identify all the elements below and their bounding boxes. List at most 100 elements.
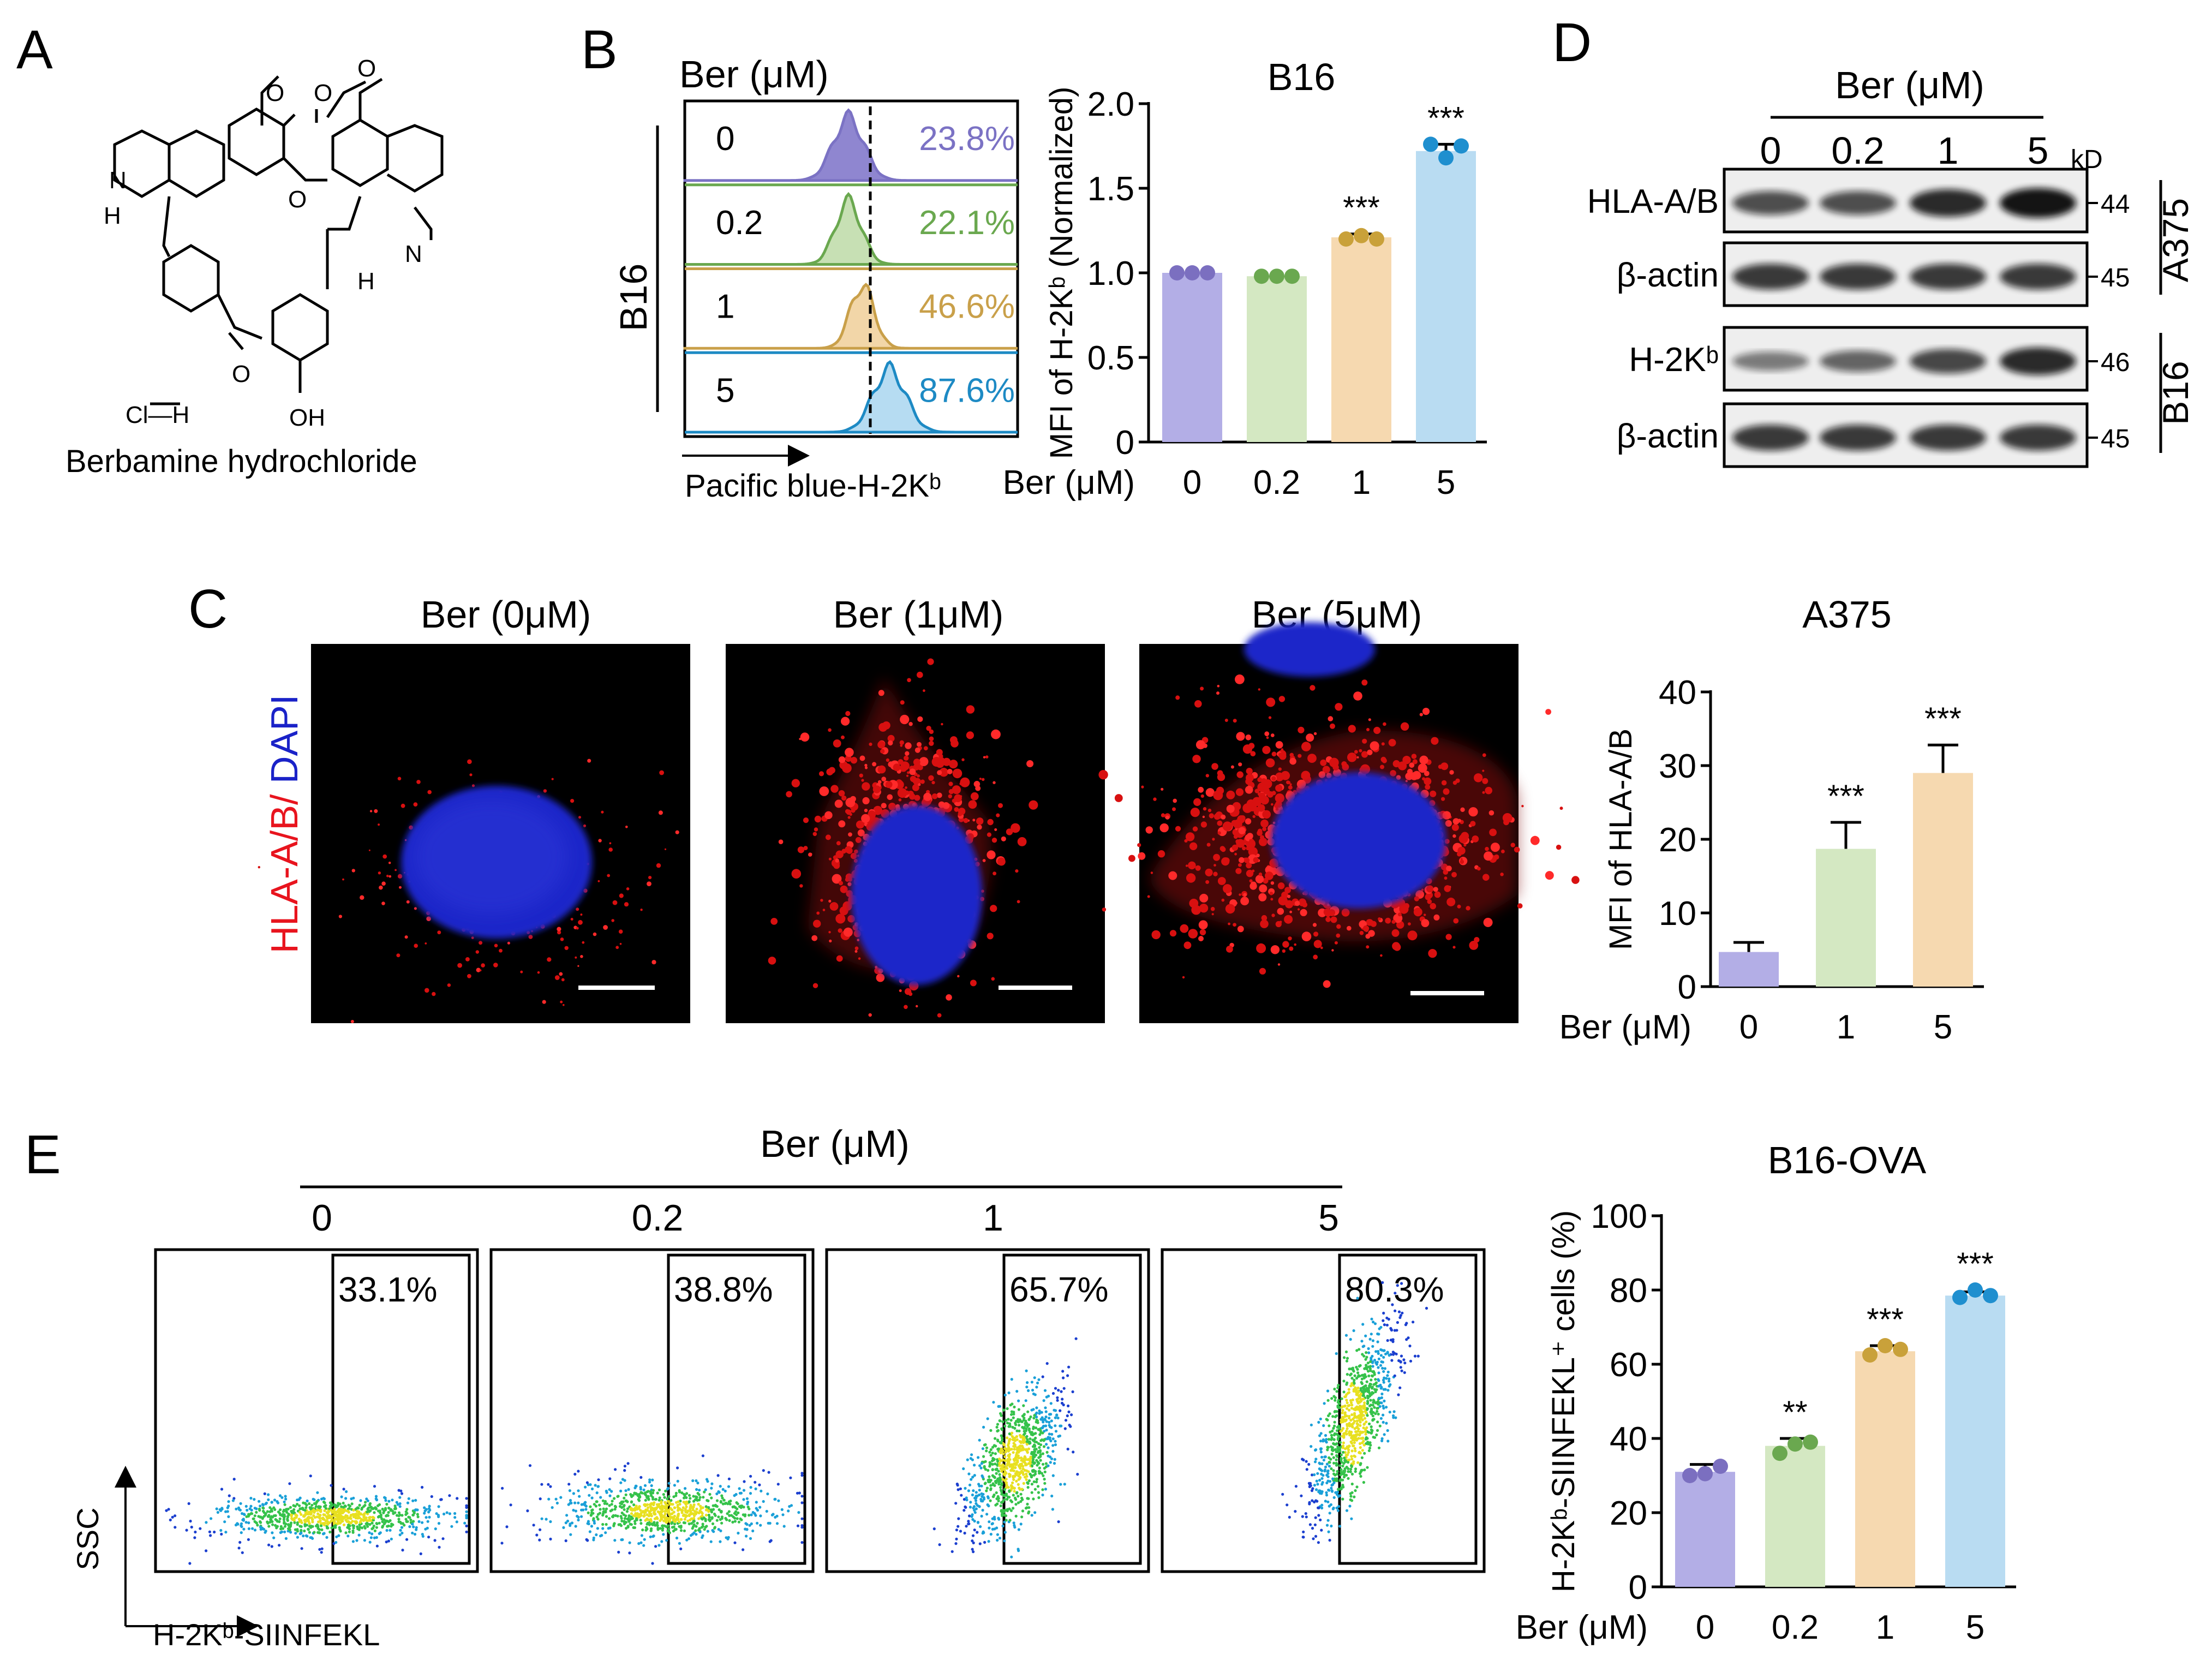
flow-event [347,1520,350,1523]
hla-speck [1098,770,1108,779]
group-label-b16: B16 [2155,361,2196,425]
hla-speck [844,928,853,937]
flow-event [655,1498,657,1501]
flow-event [800,1501,803,1504]
flow-event [1048,1432,1051,1435]
flow-event [590,1525,593,1527]
hla-speck [563,1004,565,1006]
hla-speck [931,781,935,784]
flow-event [695,1525,697,1528]
hla-speck [1365,934,1370,939]
flow-event [283,1518,285,1521]
flow-event [276,1519,278,1522]
hla-speck [1225,719,1228,722]
flow-event [566,1520,569,1522]
flow-event [1070,1413,1073,1416]
flow-event [993,1527,996,1530]
flow-event [706,1499,708,1502]
flow-event [1057,1520,1060,1523]
flow-event [975,1502,977,1505]
flow-event [1029,1456,1032,1459]
flow-event [1057,1417,1060,1419]
flow-event [434,1539,437,1542]
hla-speck [381,901,385,905]
flow-event [1014,1422,1017,1424]
flow-event [729,1500,732,1502]
flow-event [421,1521,423,1524]
hla-speck [887,795,893,801]
flow-event [933,1527,936,1530]
hla-speck [499,949,503,953]
flow-event [1044,1471,1047,1473]
flow-event [1013,1521,1015,1524]
flow-event [987,1504,990,1507]
atom-hcl: Cl—H [125,402,189,428]
flow-event [1048,1413,1051,1416]
flow-event [399,1529,402,1532]
flow-event [691,1527,694,1530]
flow-event [296,1523,299,1526]
hla-speck [1418,763,1427,773]
flow-event [332,1510,335,1513]
flow-event [994,1452,997,1455]
flow-event [304,1509,307,1512]
flow-event [351,1502,354,1505]
hla-speck [813,920,821,928]
flow-event [662,1533,665,1536]
flow-event [997,1483,1000,1485]
hla-speck [416,780,421,784]
data-point [1254,268,1269,284]
hla-speck [967,833,974,840]
dose-label: 1 [716,288,734,326]
hla-speck [1348,725,1356,732]
hla-speck [1272,751,1277,756]
flow-event [599,1508,602,1510]
flow-event [781,1508,784,1511]
hla-speck [1474,773,1482,782]
data-point [1454,139,1469,154]
flow-event [342,1502,345,1504]
hla-speck [917,672,923,678]
flow-event [659,1496,661,1499]
flow-event [1349,1468,1352,1471]
flow-event [979,1525,982,1528]
flow-event [541,1518,543,1520]
flow-event [1023,1413,1026,1416]
flow-event [1015,1480,1018,1483]
flow-event [227,1515,230,1518]
flow-event [1018,1528,1020,1531]
flow-event [399,1505,402,1508]
flow-event [677,1514,679,1517]
flow-event [1016,1459,1019,1462]
significance-label: *** [1924,701,1962,737]
hla-speck [1256,875,1264,883]
hla-speck [1275,793,1284,803]
flow-event [720,1510,723,1513]
hla-speck [1239,857,1245,863]
flow-event [1052,1437,1055,1440]
flow-event [366,1510,368,1513]
hla-speck [1011,823,1020,833]
hla-speck [1424,778,1431,785]
hla-speck [1336,924,1341,929]
hla-speck [447,983,451,987]
flow-event [1020,1515,1023,1518]
flow-event [288,1482,291,1485]
hla-speck [1482,778,1488,784]
flow-event [630,1512,633,1515]
flow-event [998,1462,1001,1465]
flow-event [382,1512,385,1514]
flow-event [712,1522,714,1525]
hla-speck [620,943,622,945]
flow-event [1038,1446,1041,1449]
bar [1816,849,1876,987]
flow-event [970,1453,973,1456]
hla-speck [869,1013,872,1017]
flow-event [1054,1387,1057,1390]
flow-event [1076,1473,1079,1476]
hla-speck [786,791,792,798]
hla-speck [1246,846,1250,850]
flow-event [992,1401,995,1404]
blot-band [1732,264,1809,290]
